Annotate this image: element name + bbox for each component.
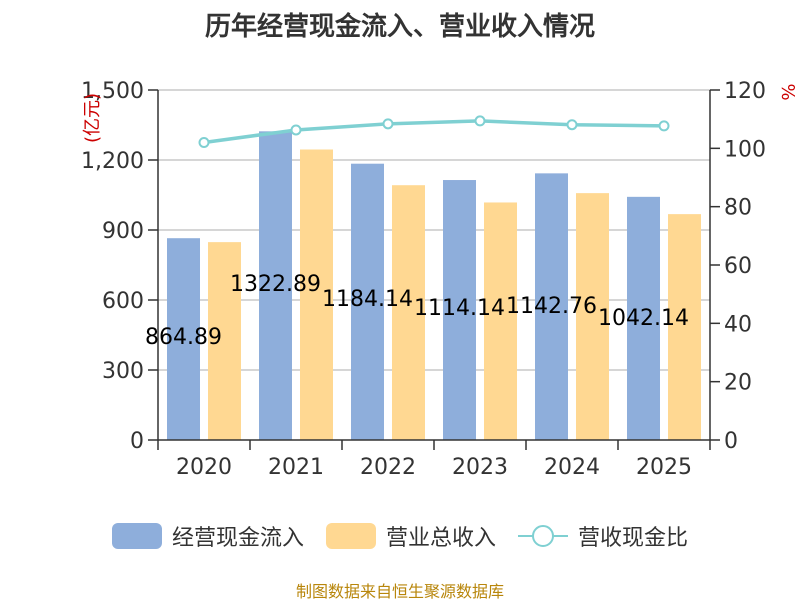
y-right-tick-label-3: 60 (724, 254, 752, 279)
bar-cash-inflow-2020 (167, 238, 200, 440)
bar-revenue-2023 (484, 202, 517, 440)
y-left-tick-label-5: 1,500 (81, 79, 144, 104)
point-ratio-2024 (566, 119, 578, 131)
y-right-unit-label: % (777, 83, 798, 100)
point-ratio-2020 (198, 137, 210, 148)
bar-revenue-2022 (392, 185, 425, 440)
y-right-tick-label-0: 0 (724, 429, 738, 454)
legend-item-cash-inflow[interactable]: 经营现金流入 (111, 520, 304, 552)
y-left-tick-label-1: 300 (102, 359, 144, 384)
bar-revenue-2021 (300, 149, 333, 440)
point-ratio-2025 (658, 120, 670, 132)
bar-cash-inflow-2025 (627, 196, 660, 440)
y-right-tick-label-6: 120 (724, 79, 766, 104)
bar-cash-inflow-2022 (351, 163, 384, 440)
data-label-cash-inflow-2024: 1142.76 (506, 294, 597, 319)
data-label-cash-inflow-2025: 1042.14 (598, 306, 689, 331)
bar-cash-inflow-2024 (535, 173, 568, 440)
x-tick-label-2023: 2023 (452, 455, 508, 480)
legend-label-ratio: 营收现金比 (578, 526, 689, 551)
bar-revenue-2025 (668, 214, 701, 440)
legend-swatch-ratio (518, 523, 568, 549)
line-ratio (203, 119, 665, 145)
y-left-tick-label-4: 1,200 (81, 149, 144, 174)
legend-label-cash-inflow: 经营现金流入 (171, 526, 304, 551)
legend-label-revenue: 营业总收入 (385, 526, 496, 551)
y-left-tick-label-3: 900 (102, 219, 144, 244)
chart-title: 历年经营现金流入、营业收入情况 (204, 12, 595, 42)
legend-swatch-revenue (325, 523, 376, 549)
point-ratio-2022 (382, 118, 394, 130)
y-left-unit-label: (亿元) (82, 93, 103, 143)
legend-item-revenue[interactable]: 营业总收入 (325, 520, 496, 552)
point-ratio-2021 (290, 124, 302, 136)
y-right-tick-label-4: 80 (724, 196, 752, 221)
x-tick-label-2021: 2021 (268, 455, 324, 480)
bar-revenue-2020 (208, 242, 241, 440)
y-right-tick-label-1: 20 (724, 371, 752, 396)
y-left-tick-label-2: 600 (102, 289, 144, 314)
x-tick-label-2020: 2020 (176, 455, 232, 480)
source-note: 制图数据来自恒生聚源数据库 (295, 582, 504, 601)
legend-item-ratio[interactable]: 营收现金比 (518, 520, 688, 552)
x-tick-label-2025: 2025 (636, 455, 692, 480)
x-tick-label-2024: 2024 (544, 455, 600, 480)
bar-cash-inflow-2021 (259, 131, 292, 440)
y-right-tick-label-5: 100 (724, 137, 766, 162)
legend: 经营现金流入 营业总收入 营收现金比 (0, 516, 800, 556)
data-label-cash-inflow-2023: 1114.14 (414, 296, 505, 321)
point-ratio-2023 (474, 115, 486, 127)
bar-cash-inflow-2023 (443, 180, 476, 440)
y-left-tick-label-0: 0 (130, 429, 144, 454)
data-label-cash-inflow-2020: 864.89 (145, 325, 222, 350)
bar-revenue-2024 (576, 193, 609, 440)
x-tick-label-2022: 2022 (360, 455, 416, 480)
y-right-tick-label-2: 40 (724, 312, 752, 337)
legend-swatch-cash-inflow (111, 523, 162, 549)
data-label-cash-inflow-2021: 1322.89 (230, 272, 321, 297)
data-label-cash-inflow-2022: 1184.14 (322, 287, 413, 312)
